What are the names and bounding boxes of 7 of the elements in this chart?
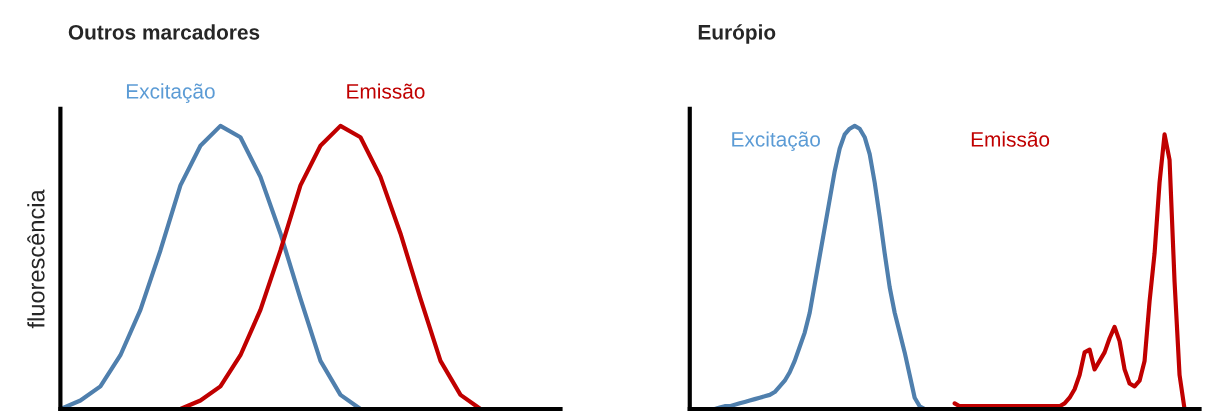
chart-title: Európio: [698, 24, 776, 44]
series-label: Excitação: [126, 83, 215, 103]
y-axis-title: fluorescência: [27, 189, 45, 329]
series-label: Excitação: [732, 131, 820, 151]
text: Emissão: [971, 131, 1050, 147]
chart-title: Outros marcadores: [68, 24, 260, 40]
series-label: Emissão: [347, 83, 425, 99]
